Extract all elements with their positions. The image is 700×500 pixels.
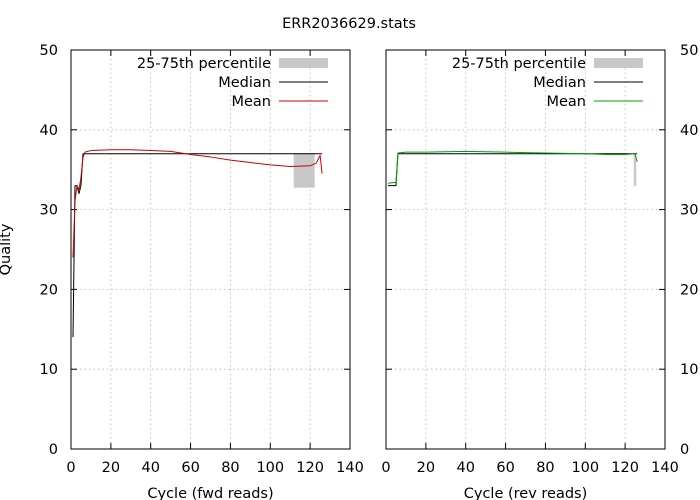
y-tick-label: 10 <box>680 362 698 378</box>
x-axis-label: Cycle (rev reads) <box>464 486 588 500</box>
x-tick-label: 60 <box>496 460 514 476</box>
y-tick-label: 30 <box>680 203 698 219</box>
legend-label: Mean <box>546 94 586 110</box>
median-line <box>387 153 638 187</box>
y-tick-label: 20 <box>40 282 58 298</box>
x-tick-label: 100 <box>571 460 599 476</box>
x-tick-label: 80 <box>536 460 554 476</box>
x-tick-label: 100 <box>256 460 284 476</box>
y-tick-label: 0 <box>49 442 58 458</box>
legend-swatch-band <box>594 58 643 68</box>
percentile-band <box>633 153 637 187</box>
legend-label: Median <box>533 75 586 91</box>
x-tick-label: 20 <box>102 460 120 476</box>
y-tick-label: 0 <box>680 442 689 458</box>
x-tick-label: 0 <box>381 460 390 476</box>
y-axis-label: Quality <box>0 223 14 275</box>
panel-fwd: 0 20 40 60 80 100 120 140 0 10 20 30 40 50 Cycle (fwd … <box>0 43 364 500</box>
y-tick-label: 30 <box>40 203 58 219</box>
legend: 25-75th percentile Median Mean <box>137 56 328 110</box>
x-tick-label: 120 <box>296 460 324 476</box>
x-tick-label: 60 <box>181 460 199 476</box>
x-tick-label: 0 <box>66 460 75 476</box>
legend-label: 25-75th percentile <box>137 56 271 72</box>
y-tick-label: 40 <box>680 123 698 139</box>
y-tick-label: 20 <box>680 282 698 298</box>
x-tick-label: 40 <box>141 460 159 476</box>
mean-line <box>72 149 323 258</box>
y-tick-label: 40 <box>40 123 58 139</box>
plot-frame <box>70 49 351 450</box>
y-tick-label: 10 <box>40 362 58 378</box>
legend: 25-75th percentile Median Mean <box>452 56 643 110</box>
x-tick-label: 140 <box>651 460 679 476</box>
legend-label: 25-75th percentile <box>452 56 586 72</box>
median-line <box>72 153 323 338</box>
chart-title: ERR2036629.stats <box>282 16 416 32</box>
x-tick-label: 80 <box>221 460 239 476</box>
x-tick-label: 140 <box>336 460 364 476</box>
legend-label: Mean <box>231 94 271 110</box>
y-tick-label: 50 <box>680 43 698 59</box>
x-tick-label: 120 <box>611 460 639 476</box>
x-tick-label: 20 <box>417 460 435 476</box>
x-axis-label: Cycle (fwd reads) <box>147 486 273 500</box>
percentile-band <box>293 153 315 188</box>
x-tick-label: 40 <box>456 460 474 476</box>
legend-label: Median <box>218 75 271 91</box>
y-tick-label: 50 <box>40 43 58 59</box>
plot-frame <box>385 49 666 450</box>
legend-swatch-band <box>279 58 328 68</box>
mean-line <box>387 150 638 184</box>
